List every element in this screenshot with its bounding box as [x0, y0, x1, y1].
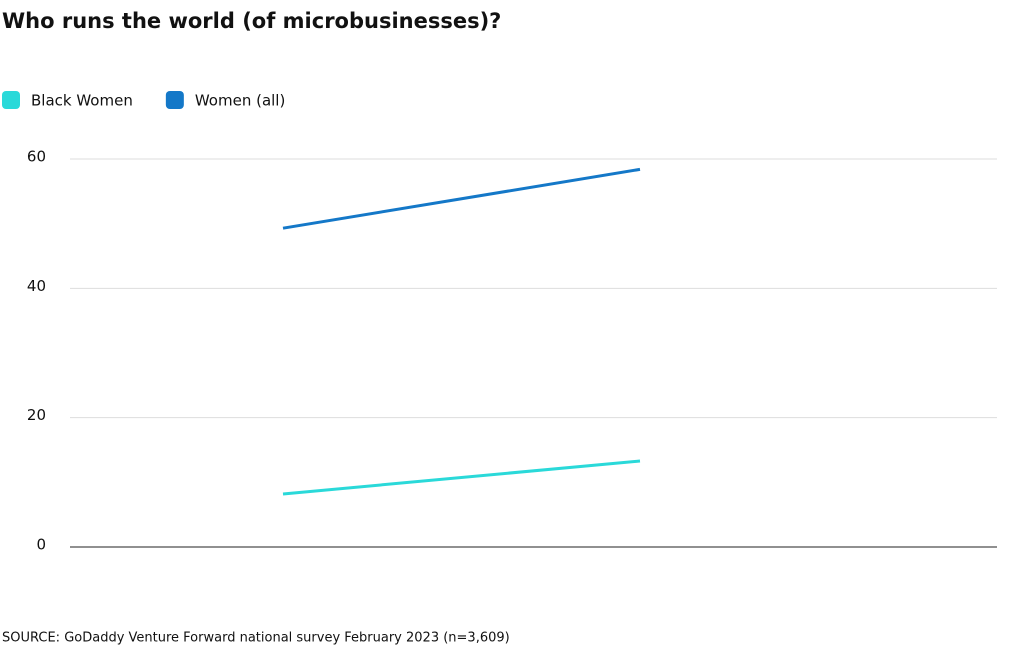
series-line: [282, 167, 641, 230]
y-tick-label: 40: [27, 277, 46, 295]
legend-label: Black Women: [31, 92, 133, 110]
legend-label: Women (all): [195, 92, 285, 110]
y-tick-label: 60: [27, 148, 46, 166]
y-tick-label: 20: [27, 406, 46, 424]
y-tick-label: 0: [36, 536, 46, 554]
legend-swatch: [2, 91, 20, 109]
source-note: SOURCE: GoDaddy Venture Forward national…: [2, 631, 510, 646]
legend-swatch: [165, 91, 184, 109]
chart-title: Who runs the world (of microbusinesses)?: [2, 9, 501, 33]
series-line: [282, 459, 641, 496]
